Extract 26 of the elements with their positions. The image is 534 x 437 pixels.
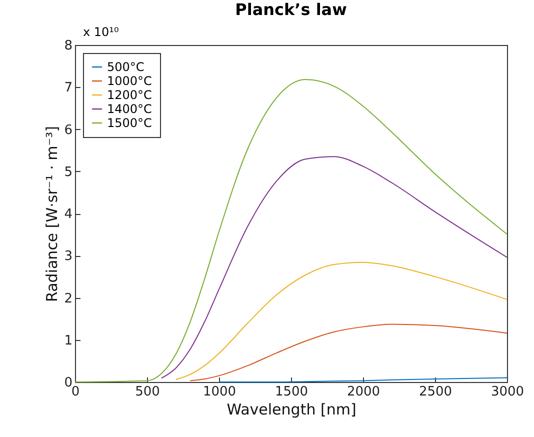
text: x 10¹⁰	[83, 25, 119, 39]
y-tick-label: 4	[64, 207, 72, 222]
legend-label: 1400°C	[107, 102, 152, 116]
y-tick-label: 7	[64, 80, 72, 96]
y-tick-label: 2	[64, 291, 72, 306]
legend-label: 1000°C	[107, 74, 152, 88]
x-tick-label: 1000	[202, 384, 236, 400]
x-tick-label: 3000	[490, 384, 524, 400]
chart-title: Planck’s law	[235, 0, 348, 19]
legend-label: 1500°C	[107, 116, 152, 130]
y-tick-label: 6	[64, 122, 72, 138]
line-series	[190, 324, 508, 382]
y-tick-label: 1	[64, 333, 72, 348]
x-tick-label: 2500	[418, 384, 452, 400]
line-series	[160, 156, 508, 379]
x-axis-title: Wavelength [nm]	[226, 400, 356, 418]
x-tick-label: 500	[135, 384, 160, 400]
y-axis-title: Radiance [W·sr⁻¹ · m⁻³]	[43, 126, 62, 302]
x-tick-label: 2000	[346, 384, 380, 400]
legend-label: 500°C	[107, 60, 144, 74]
y-tick-label: 5	[64, 164, 72, 180]
y-tick-label: 3	[64, 249, 72, 264]
legend-label: 1200°C	[107, 88, 152, 102]
x-tick-label: 1500	[274, 384, 308, 400]
y-tick-label: 8	[64, 38, 72, 54]
line-series	[175, 262, 508, 380]
